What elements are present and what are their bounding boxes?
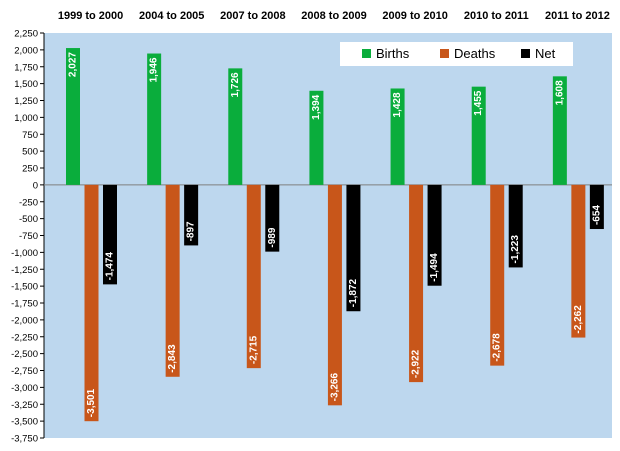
bar-births	[66, 48, 80, 185]
y-tick-label: -3,500	[11, 417, 38, 428]
data-label: -2,922	[411, 349, 422, 378]
legend: Births Deaths Net	[340, 42, 573, 66]
bar-deaths	[327, 184, 342, 406]
bar-deaths	[165, 184, 180, 377]
category-label: 2007 to 2008	[220, 10, 285, 22]
y-tick-label: 1,500	[14, 79, 38, 90]
y-tick-label: 750	[22, 130, 38, 141]
legend-label-births: Births	[376, 46, 410, 61]
y-tick-label: 2,000	[14, 45, 38, 56]
category-label: 2009 to 2010	[382, 10, 447, 22]
data-label: -2,262	[573, 305, 584, 334]
bar-births	[390, 88, 405, 185]
legend-swatch-births	[362, 49, 371, 58]
y-tick-label: -2,250	[11, 332, 38, 343]
bar-deaths	[246, 184, 261, 369]
y-tick-label: -2,500	[11, 349, 38, 360]
legend-swatch-deaths	[440, 49, 449, 58]
y-tick-label: 500	[22, 147, 38, 158]
bar-deaths	[490, 184, 505, 366]
category-label: 2008 to 2009	[301, 10, 366, 22]
y-tick-label: -500	[19, 214, 38, 225]
data-label: 2,027	[68, 52, 79, 77]
y-tick-label: -3,000	[11, 383, 38, 394]
y-tick-label: -3,250	[11, 400, 38, 411]
data-label: -989	[267, 227, 278, 247]
data-label: 1,455	[473, 90, 484, 115]
y-tick-label: -1,500	[11, 282, 38, 293]
y-tick-label: -750	[19, 231, 38, 242]
y-tick-label: -2,750	[11, 366, 38, 377]
category-label: 2011 to 2012	[545, 10, 610, 22]
y-tick-label: 250	[22, 164, 38, 175]
bar-deaths	[84, 184, 99, 422]
bar-net	[508, 184, 523, 268]
category-label: 2004 to 2005	[139, 10, 204, 22]
bar-deaths	[571, 184, 586, 338]
data-label: -3,501	[86, 388, 97, 417]
bar-net	[103, 184, 117, 285]
data-label: 1,946	[149, 57, 160, 82]
y-tick-label: -2,000	[11, 315, 38, 326]
y-tick-label: 1,000	[14, 113, 38, 124]
y-tick-label: -1,750	[11, 299, 38, 310]
bar-births	[471, 86, 486, 185]
data-label: -3,266	[329, 373, 340, 402]
bar-deaths	[409, 184, 424, 383]
bar-net	[184, 184, 199, 246]
y-tick-label: -3,750	[11, 434, 38, 445]
bar-births	[228, 68, 243, 185]
data-label: -1,223	[510, 235, 521, 264]
data-label: -1,494	[429, 253, 440, 282]
data-labels: 2,027 -3,501 -1,474 1,946 -2,843 -897 1,726 -2,…	[68, 52, 603, 418]
bar-net	[589, 184, 604, 230]
legend-label-deaths: Deaths	[454, 46, 496, 61]
bar-net	[346, 184, 361, 312]
category-label: 1999 to 2000	[58, 10, 123, 22]
data-label: 1,394	[311, 94, 322, 119]
data-label: -2,715	[248, 335, 259, 364]
y-tick-label: 2,250	[14, 29, 38, 40]
y-tick-label: -1,250	[11, 265, 38, 276]
bar-net	[265, 184, 280, 252]
y-tick-label: 1,250	[14, 96, 38, 107]
category-labels: 1999 to 2000 2004 to 2005 2007 to 2008 2008…	[58, 10, 610, 22]
legend-label-net: Net	[535, 46, 556, 61]
y-tick-label: -1,000	[11, 248, 38, 259]
bar-births	[147, 53, 162, 185]
data-label: 1,428	[392, 92, 403, 117]
data-label: -2,843	[167, 344, 178, 373]
data-label: 1,608	[554, 80, 565, 105]
data-label: -1,872	[348, 278, 359, 307]
bar-net	[427, 184, 442, 286]
data-label: 1,726	[230, 72, 241, 97]
y-tick-label: -250	[19, 197, 38, 208]
bar-births	[309, 90, 324, 185]
category-label: 2010 to 2011	[464, 10, 529, 22]
bars	[66, 48, 604, 422]
y-tick-label: 1,750	[14, 62, 38, 73]
data-label: -1,474	[105, 252, 116, 281]
data-label: -654	[591, 205, 602, 225]
data-label: -2,678	[492, 333, 503, 362]
bar-births	[552, 76, 567, 185]
legend-swatch-net	[521, 49, 530, 58]
y-tick-label: 0	[33, 180, 38, 191]
data-label: -897	[186, 221, 197, 241]
legend-box	[340, 42, 573, 66]
